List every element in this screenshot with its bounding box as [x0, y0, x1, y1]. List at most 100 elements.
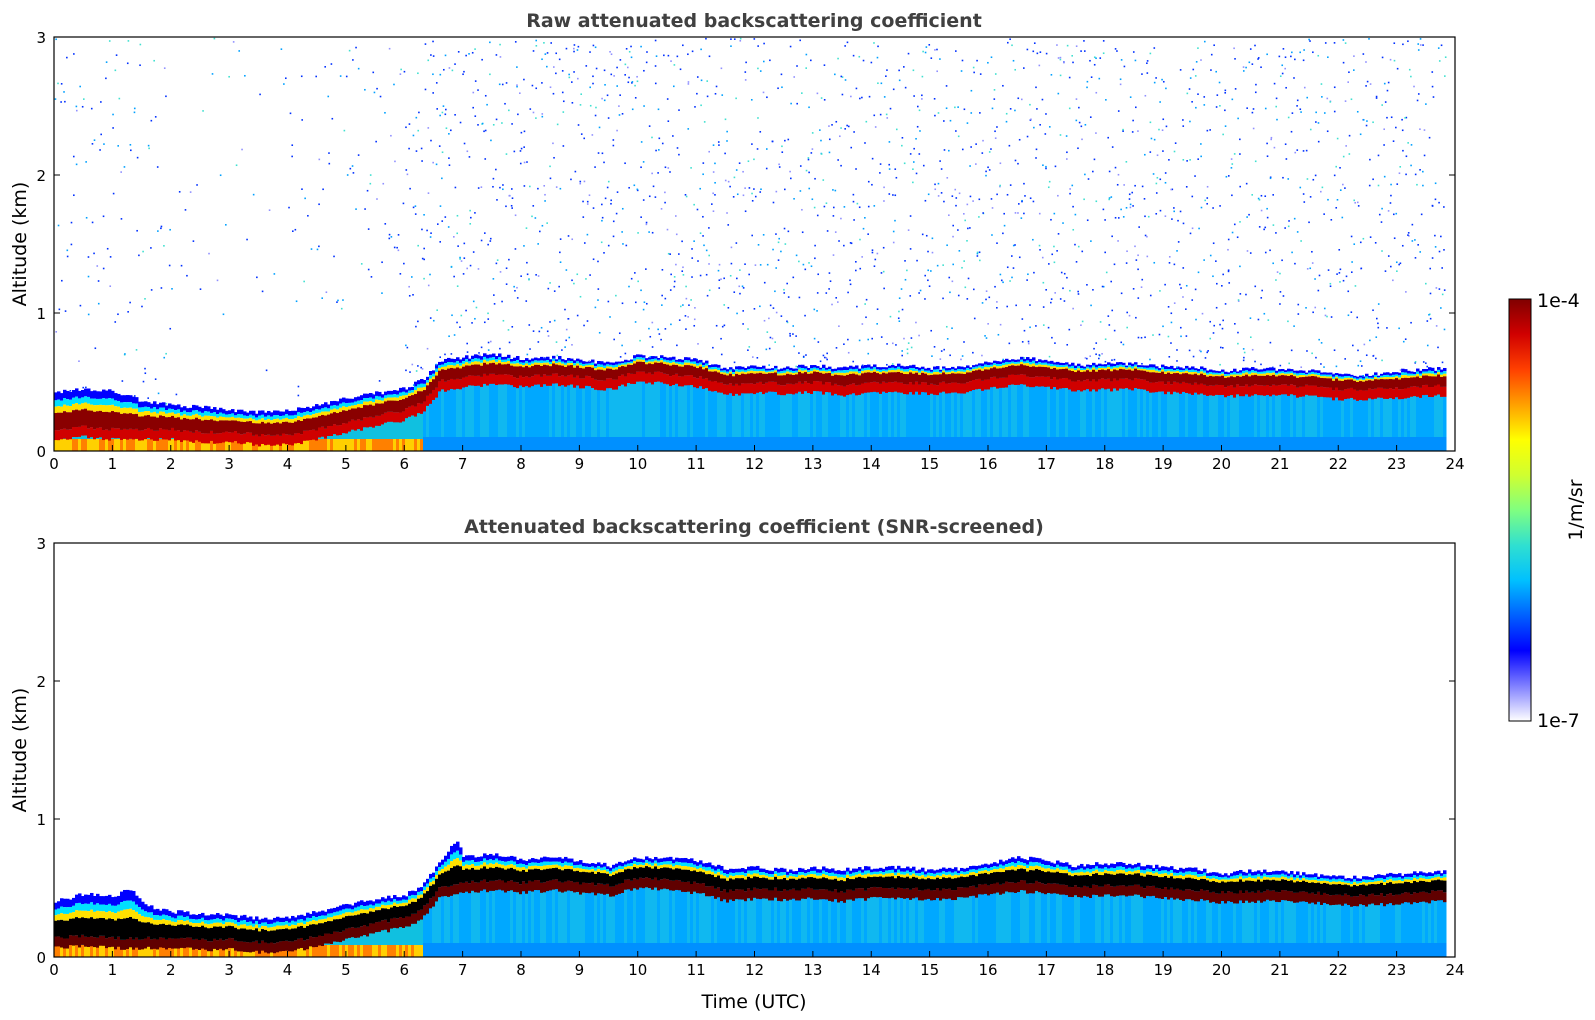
noise-pixel — [994, 137, 997, 139]
noise-pixel — [919, 130, 921, 132]
cell-core-lower — [1398, 389, 1402, 400]
cell-below — [1281, 378, 1285, 451]
cell-edge — [156, 409, 160, 414]
noise-pixel — [927, 250, 929, 253]
noise-pixel — [828, 288, 830, 290]
cell-below — [435, 381, 439, 451]
noise-pixel — [927, 193, 930, 196]
cell-edge — [807, 367, 811, 371]
noise-pixel — [1146, 255, 1149, 258]
noise-pixel — [682, 44, 684, 47]
cell-edge — [1089, 367, 1093, 370]
cell-edge — [741, 369, 745, 372]
noise-pixel — [577, 45, 580, 48]
cell-edge — [1002, 362, 1006, 366]
cell-core-lower — [1185, 382, 1189, 393]
noise-pixel — [1059, 298, 1062, 300]
cell-surface — [918, 437, 922, 451]
noise-pixel — [852, 54, 855, 57]
noise-pixel — [403, 262, 405, 265]
noise-pixel — [817, 341, 820, 343]
noise-pixel — [939, 160, 941, 162]
noise-pixel — [840, 164, 842, 167]
cell-below — [912, 378, 916, 451]
noise-pixel — [1078, 106, 1080, 109]
cell-edge — [654, 358, 658, 361]
noise-pixel — [912, 181, 914, 184]
noise-pixel — [484, 94, 487, 97]
noise-pixel — [1084, 173, 1086, 176]
noise-pixel — [567, 317, 570, 320]
noise-pixel — [861, 96, 863, 99]
noise-pixel — [1153, 81, 1156, 84]
cell-core — [1302, 377, 1306, 387]
noise-pixel — [501, 122, 503, 124]
cell-surface — [228, 439, 232, 451]
noise-pixel — [1027, 342, 1030, 345]
cell-edge — [525, 363, 529, 366]
cell-below — [1083, 374, 1087, 451]
cell-core-lower — [1368, 388, 1372, 399]
noise-pixel — [499, 271, 502, 273]
cell-core-lower — [81, 425, 85, 436]
cell-core-lower — [606, 378, 610, 389]
cell-edge — [750, 368, 754, 371]
cell-edge — [993, 360, 997, 364]
noise-pixel — [1125, 161, 1128, 163]
cell-core-lower — [1317, 387, 1321, 398]
noise-pixel — [1134, 184, 1136, 187]
cell-edge — [420, 387, 424, 392]
noise-pixel — [547, 335, 550, 337]
noise-pixel — [912, 168, 914, 171]
cell-edge — [939, 372, 943, 375]
cell-core-lower — [936, 385, 940, 396]
cell-core-lower — [771, 381, 775, 392]
cell-edge — [114, 393, 118, 401]
cell-core-lower — [1029, 377, 1033, 388]
noise-pixel — [960, 358, 962, 361]
cell-edge — [162, 402, 166, 408]
noise-pixel — [667, 54, 670, 57]
noise-pixel — [951, 195, 954, 197]
cell-below — [858, 378, 862, 451]
cell-surface — [528, 437, 532, 451]
noise-pixel — [570, 81, 573, 83]
cell-core-lower — [1209, 385, 1213, 396]
cell-edge — [732, 372, 736, 375]
cell-edge — [288, 415, 292, 420]
cell-core — [1140, 370, 1144, 380]
cell-core-lower — [1083, 380, 1087, 391]
noise-pixel — [1029, 197, 1032, 200]
cell-below — [759, 375, 763, 451]
cell-edge — [624, 359, 628, 363]
cell-edge — [876, 371, 880, 374]
cell-below — [813, 375, 817, 451]
cell-core-lower — [87, 428, 91, 439]
noise-pixel — [685, 297, 688, 300]
cell-core — [852, 373, 856, 384]
noise-pixel — [436, 223, 439, 225]
noise-pixel — [469, 216, 472, 219]
cell-core — [159, 415, 163, 429]
noise-pixel — [883, 200, 885, 202]
cell-core-lower — [468, 375, 472, 386]
cell-core-lower — [123, 428, 127, 439]
cell-edge — [312, 410, 316, 415]
cell-core — [1200, 373, 1204, 384]
noise-pixel — [420, 147, 423, 150]
cell-edge — [1158, 371, 1162, 373]
noise-pixel — [945, 325, 948, 328]
cell-core-lower — [132, 429, 136, 440]
cell-edge — [1254, 372, 1258, 375]
cell-edge — [807, 370, 811, 373]
cell-edge — [846, 370, 850, 373]
cell-edge — [513, 361, 517, 364]
noise-pixel — [460, 260, 463, 262]
noise-pixel — [858, 55, 861, 58]
cell-surface — [573, 437, 577, 451]
noise-pixel — [1089, 355, 1092, 357]
cell-core — [999, 368, 1003, 378]
cell-core — [186, 418, 190, 431]
cell-edge — [762, 365, 766, 369]
cell-below — [1413, 380, 1417, 451]
